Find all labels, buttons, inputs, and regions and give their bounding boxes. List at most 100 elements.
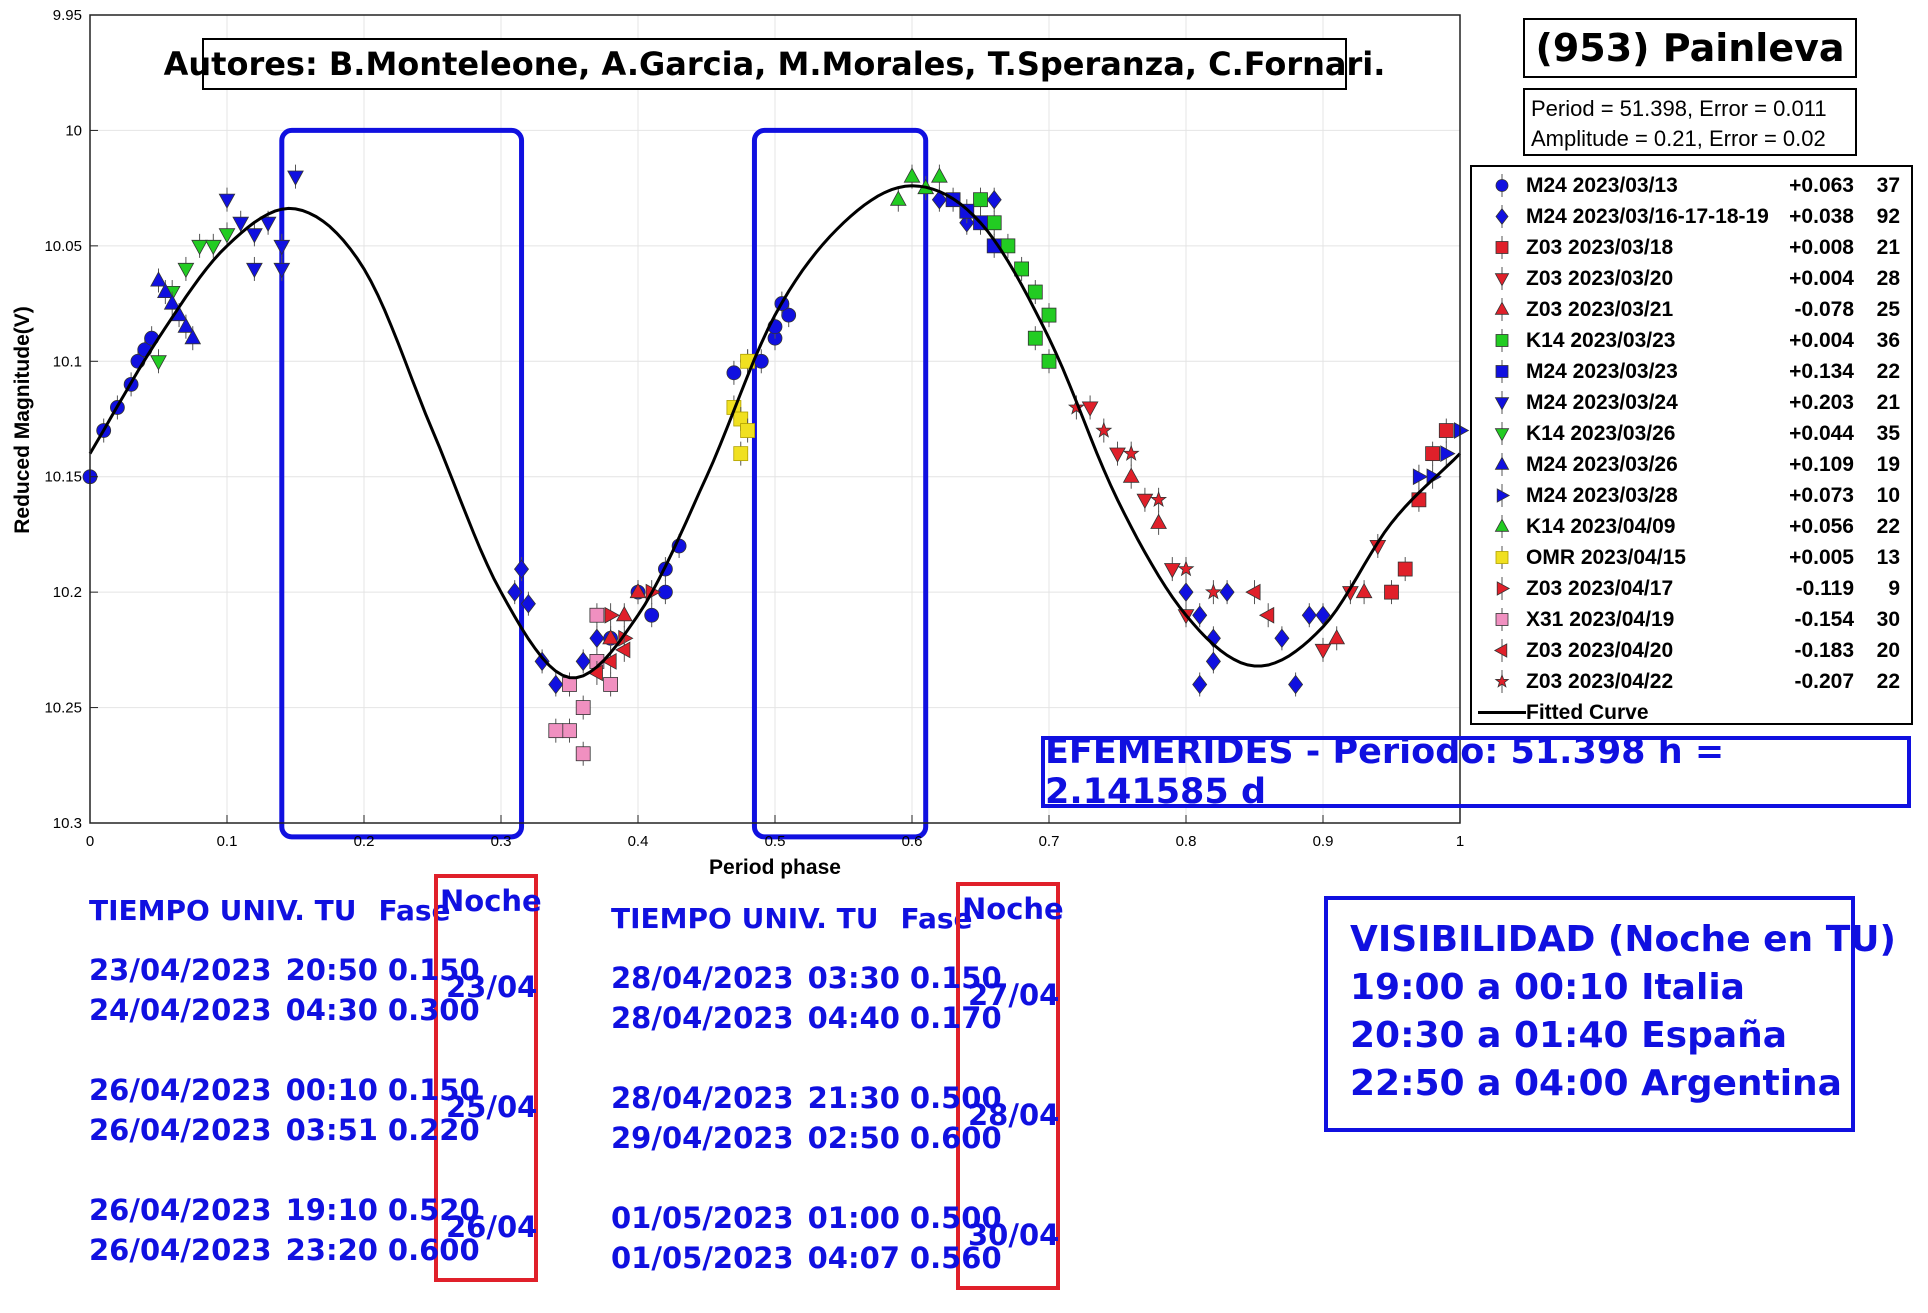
object-title: (953) Painleva bbox=[1523, 18, 1857, 78]
ephemeris-phase: 0.560 bbox=[909, 1241, 1002, 1275]
legend-offset: +0.038 bbox=[1789, 204, 1854, 228]
legend-count: 22 bbox=[1876, 359, 1900, 383]
x-tick-label: 0.9 bbox=[1313, 833, 1334, 850]
legend-item: Z03 2023/04/22 -0.207 22 bbox=[1472, 666, 1911, 697]
legend-name: M24 2023/03/23 bbox=[1526, 359, 1678, 383]
legend-offset: +0.056 bbox=[1789, 514, 1854, 538]
data-point bbox=[1122, 467, 1140, 483]
chart-legend: M24 2023/03/13 +0.063 37 M24 2023/03/16-17-… bbox=[1470, 165, 1913, 725]
amplitude-stat: Amplitude = 0.21, Error = 0.02 bbox=[1531, 126, 1826, 151]
night-header: Noche bbox=[962, 892, 1064, 926]
ephemeris-phase: 0.150 bbox=[387, 953, 480, 987]
ephemeris-header: TIEMPO UNIV. TU Fase bbox=[611, 902, 973, 935]
legend-offset: +0.044 bbox=[1789, 421, 1854, 445]
data-point bbox=[177, 262, 195, 279]
legend-marker-shape bbox=[1493, 643, 1508, 658]
legend-marker-shape bbox=[1496, 581, 1511, 596]
ephemeris-date: 26/04/2023 bbox=[89, 1113, 272, 1147]
legend-marker bbox=[1495, 329, 1509, 352]
data-point bbox=[1163, 563, 1181, 579]
legend-name: K14 2023/03/26 bbox=[1526, 421, 1676, 445]
legend-count: 22 bbox=[1876, 669, 1900, 693]
phase-window bbox=[279, 127, 525, 840]
legend-item: M24 2023/03/23 +0.134 22 bbox=[1472, 356, 1911, 387]
y-tick-label: 9.95 bbox=[53, 7, 82, 24]
data-point bbox=[1014, 261, 1029, 277]
legend-count: 36 bbox=[1876, 328, 1900, 352]
header-time: TIEMPO UNIV. TU bbox=[611, 902, 879, 935]
night-date: 28/04 bbox=[968, 1098, 1060, 1132]
legend-count: 21 bbox=[1876, 235, 1900, 259]
data-point bbox=[534, 651, 550, 672]
legend-item: Z03 2023/03/21 -0.078 25 bbox=[1472, 294, 1911, 325]
data-point bbox=[1136, 493, 1154, 510]
ephemeris-phase: 0.500 bbox=[909, 1201, 1002, 1235]
legend-item: Z03 2023/03/18 +0.008 21 bbox=[1472, 232, 1911, 263]
visibility-title: VISIBILIDAD (Noche en TU) bbox=[1350, 919, 1896, 960]
legend-item: M24 2023/03/24 +0.203 21 bbox=[1472, 387, 1911, 418]
legend-name: Z03 2023/03/21 bbox=[1526, 297, 1674, 321]
legend-marker bbox=[1495, 546, 1509, 569]
legend-name: M24 2023/03/16-17-18-19 bbox=[1526, 204, 1769, 228]
data-point bbox=[287, 170, 304, 186]
legend-count: 22 bbox=[1876, 514, 1900, 538]
legend-marker bbox=[1494, 453, 1510, 476]
ephemeris-date: 28/04/2023 bbox=[611, 1001, 794, 1035]
data-point bbox=[1027, 284, 1043, 300]
data-point bbox=[246, 228, 263, 244]
legend-marker bbox=[1495, 205, 1509, 228]
data-point bbox=[513, 559, 530, 579]
ephemeris-phase: 0.300 bbox=[387, 993, 480, 1027]
legend-marker-shape bbox=[1495, 334, 1509, 347]
data-point bbox=[273, 239, 291, 256]
data-point bbox=[232, 216, 250, 233]
legend-marker-shape bbox=[1495, 208, 1509, 225]
ephemeris-row: 26/04/2023 00:10 0.150 bbox=[89, 1070, 480, 1110]
legend-marker bbox=[1496, 484, 1511, 507]
visibility-argentina: 22:50 a 04:00 Argentina bbox=[1350, 1063, 1842, 1104]
ephemeris-time: 21:30 bbox=[807, 1081, 900, 1115]
legend-marker-shape bbox=[1495, 241, 1509, 254]
legend-name: M24 2023/03/28 bbox=[1526, 483, 1678, 507]
legend-name: M24 2023/03/24 bbox=[1526, 390, 1678, 414]
legend-marker bbox=[1494, 391, 1510, 414]
legend-offset: +0.004 bbox=[1789, 328, 1854, 352]
x-tick-label: 0.5 bbox=[765, 833, 786, 850]
data-point bbox=[726, 365, 742, 381]
data-point bbox=[986, 189, 1002, 210]
ephemeris-date: 28/04/2023 bbox=[611, 961, 794, 995]
ephemeris-phase: 0.520 bbox=[387, 1193, 480, 1227]
y-tick-label: 10.05 bbox=[44, 238, 82, 255]
legend-marker bbox=[1494, 670, 1510, 693]
data-point bbox=[157, 282, 174, 299]
ephemeris-time: 04:40 bbox=[807, 1001, 900, 1035]
data-point bbox=[548, 723, 564, 739]
ephemeris-time: 23:20 bbox=[285, 1233, 378, 1267]
data-point bbox=[1192, 605, 1208, 625]
ephemeris-phase: 0.150 bbox=[387, 1073, 480, 1107]
data-point bbox=[589, 628, 605, 649]
legend-marker-shape bbox=[1494, 428, 1510, 442]
legend-count: 19 bbox=[1876, 452, 1900, 476]
header-phase: Fase bbox=[378, 894, 451, 927]
phase-windows bbox=[279, 127, 929, 840]
data-point bbox=[177, 317, 195, 333]
legend-marker bbox=[1493, 639, 1508, 662]
legend-marker-shape bbox=[1496, 488, 1511, 503]
legend-offset: +0.203 bbox=[1789, 390, 1854, 414]
legend-marker bbox=[1495, 174, 1509, 197]
legend-marker-shape bbox=[1494, 301, 1510, 315]
data-point bbox=[1204, 583, 1222, 600]
data-point bbox=[1205, 651, 1221, 672]
legend-item-curve: Fitted Curve bbox=[1472, 697, 1911, 728]
ephemeris-time: 02:50 bbox=[807, 1121, 900, 1155]
data-point bbox=[204, 239, 222, 256]
fit-stats: Period = 51.398, Error = 0.011 Amplitude… bbox=[1523, 88, 1857, 156]
legend-marker-shape bbox=[1495, 551, 1509, 564]
legend-name: K14 2023/04/09 bbox=[1526, 514, 1676, 538]
ephemeris-time: 01:00 bbox=[807, 1201, 900, 1235]
data-point bbox=[903, 167, 921, 183]
legend-marker bbox=[1495, 236, 1509, 259]
data-point bbox=[1177, 560, 1195, 577]
legend-name: M24 2023/03/13 bbox=[1526, 173, 1678, 197]
